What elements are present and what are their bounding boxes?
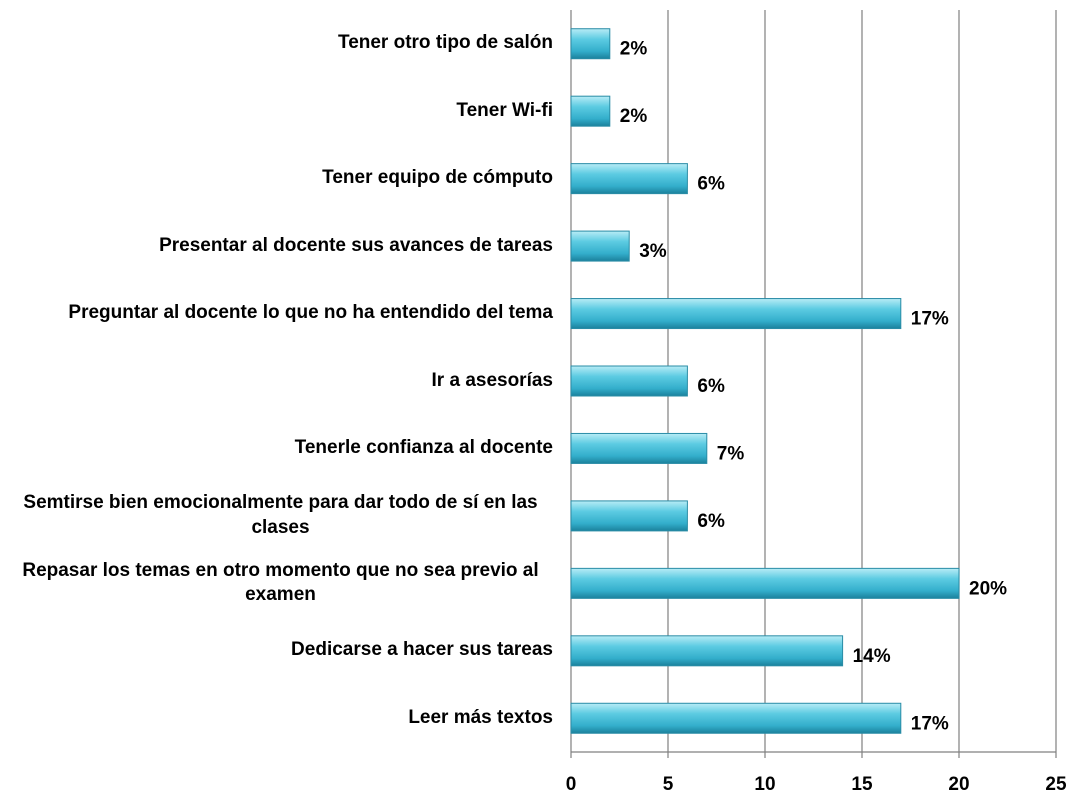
y-tick-label: Ir a asesorías <box>431 369 553 391</box>
bar <box>570 95 611 127</box>
bar <box>570 28 611 60</box>
value-label: 3% <box>639 241 667 262</box>
bar <box>570 500 688 532</box>
y-tick-label-box: Dedicarse a hacer sus tareas <box>8 621 553 681</box>
y-tick-label: Leer más textos <box>408 706 553 728</box>
y-tick-label-box: Repasar los temas en otro momento que no… <box>8 553 553 613</box>
value-label: 6% <box>697 376 725 397</box>
y-tick-label: Tener otro tipo de salón <box>338 32 553 54</box>
bar <box>570 567 960 599</box>
y-tick-label: Repasar los temas en otro momento que no… <box>22 559 539 606</box>
y-tick-label-box: Tener equipo de cómputo <box>8 149 553 209</box>
value-label: 17% <box>911 713 949 734</box>
y-tick-label-box: Tenerle confianza al docente <box>8 418 553 478</box>
value-label: 6% <box>697 174 725 195</box>
bar <box>570 230 630 262</box>
value-label: 2% <box>620 39 648 60</box>
y-tick-label: Semtirse bien emocionalmente para dar to… <box>23 492 538 538</box>
y-tick-label: Dedicarse a hacer sus tareas <box>291 639 553 661</box>
value-label: 14% <box>853 646 891 667</box>
value-label: 6% <box>697 511 725 532</box>
y-tick-label-box: Presentar al docente sus avances de tare… <box>8 216 553 276</box>
bar <box>570 298 902 330</box>
x-tick-label: 0 <box>566 774 577 794</box>
y-tick-label: Tener equipo de cómputo <box>322 167 553 189</box>
bar <box>570 432 708 464</box>
value-label: 17% <box>911 309 949 330</box>
x-tick-label: 10 <box>754 774 775 794</box>
y-tick-label-box: Ir a asesorías <box>8 351 553 411</box>
bar <box>570 163 688 195</box>
y-tick-label: Tenerle confianza al docente <box>294 437 553 459</box>
y-tick-label-box: Tener Wi-fi <box>8 81 553 141</box>
bar <box>570 365 688 397</box>
y-tick-label: Preguntar al docente lo que no ha entend… <box>68 302 553 324</box>
y-tick-label: Tener Wi-fi <box>456 99 553 121</box>
value-label: 2% <box>620 106 648 127</box>
x-tick-label: 15 <box>851 774 873 794</box>
value-label: 20% <box>969 578 1007 599</box>
y-tick-label-box: Preguntar al docente lo que no ha entend… <box>8 284 553 344</box>
y-tick-label: Presentar al docente sus avances de tare… <box>159 234 553 256</box>
y-tick-label-box: Tener otro tipo de salón <box>8 14 553 74</box>
y-tick-label-box: Leer más textos <box>8 688 553 748</box>
bar <box>570 702 902 734</box>
y-tick-label-box: Semtirse bien emocionalmente para dar to… <box>8 486 553 546</box>
bar <box>570 635 844 667</box>
x-tick-label: 5 <box>663 774 674 794</box>
value-label: 7% <box>717 443 745 464</box>
x-tick-label: 25 <box>1045 774 1067 794</box>
x-tick-label: 20 <box>948 774 969 794</box>
